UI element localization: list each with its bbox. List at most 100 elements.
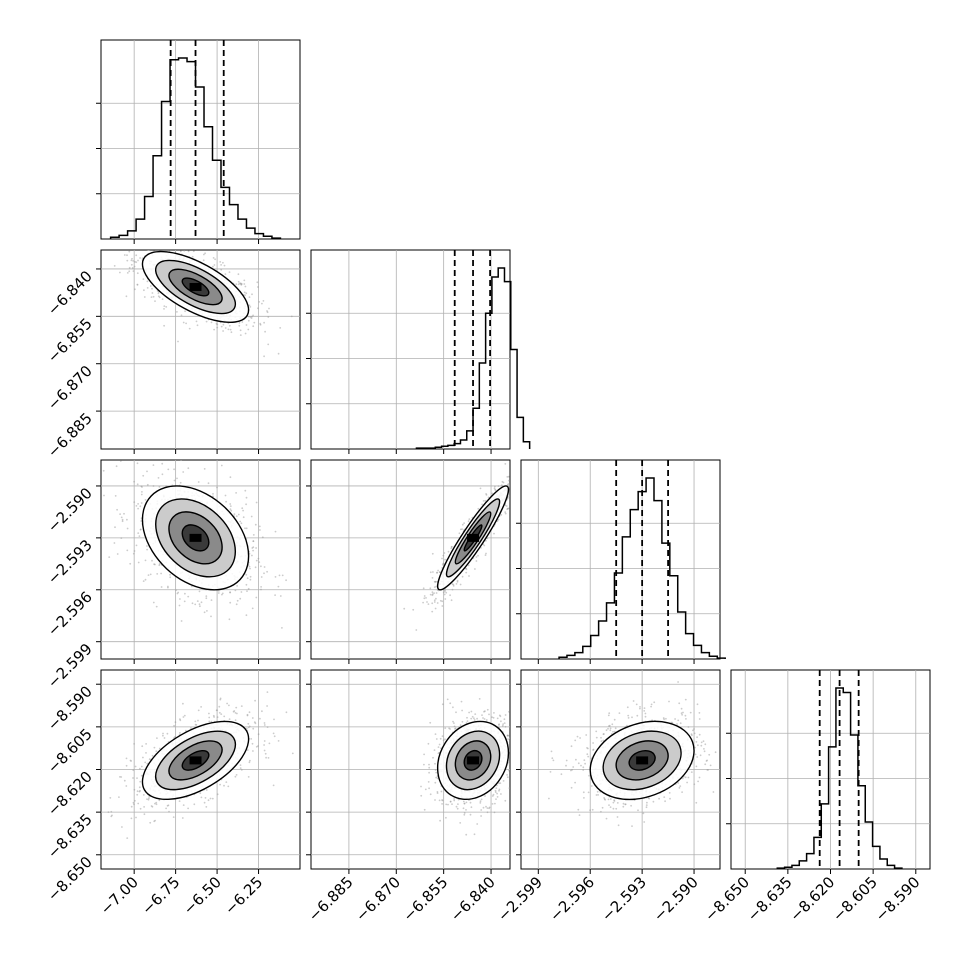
- sample-point: [462, 807, 465, 810]
- sample-point: [281, 574, 284, 577]
- sample-point: [250, 738, 253, 740]
- sample-point: [258, 301, 261, 303]
- sample-point: [168, 810, 170, 813]
- sample-point: [228, 718, 231, 720]
- sample-point: [466, 716, 468, 719]
- sample-point: [248, 304, 251, 307]
- sample-point: [154, 246, 156, 248]
- sample-point: [428, 763, 430, 766]
- scatter-cloud: [403, 463, 517, 631]
- sample-point: [237, 280, 240, 283]
- sample-point: [258, 525, 261, 528]
- sample-point: [147, 250, 150, 251]
- sample-point: [434, 781, 437, 784]
- sample-point: [109, 797, 112, 799]
- sample-point: [133, 501, 136, 503]
- sample-point: [140, 485, 143, 488]
- sample-point: [139, 528, 142, 531]
- sample-point: [234, 719, 237, 722]
- sample-point: [197, 709, 200, 712]
- sample-point: [229, 508, 232, 510]
- sample-point: [474, 713, 477, 715]
- sample-point: [255, 501, 258, 504]
- sample-point: [676, 723, 678, 725]
- sample-point: [680, 707, 683, 710]
- sample-point: [695, 801, 698, 804]
- sample-point: [254, 566, 257, 569]
- scatter-panel-2-0: [96, 459, 301, 664]
- sample-point: [515, 478, 517, 480]
- sample-point: [130, 805, 133, 808]
- sample-point: [263, 744, 265, 746]
- sample-point: [463, 522, 465, 524]
- sample-point: [246, 749, 249, 751]
- sample-point: [252, 549, 255, 552]
- sample-point: [220, 464, 223, 467]
- sample-point: [432, 571, 434, 573]
- sample-point: [496, 717, 499, 720]
- sample-point: [465, 809, 467, 811]
- sample-point: [210, 321, 213, 324]
- sample-point: [206, 610, 208, 612]
- sample-point: [444, 738, 446, 741]
- sample-point: [146, 762, 149, 765]
- sample-point: [200, 796, 203, 799]
- sample-point: [178, 604, 181, 607]
- sample-point: [690, 771, 693, 773]
- sample-point: [230, 509, 233, 512]
- sample-point: [608, 725, 610, 727]
- sample-point: [444, 558, 446, 561]
- sample-point: [148, 243, 150, 245]
- sample-point: [123, 512, 125, 515]
- sample-point: [488, 713, 490, 716]
- sample-point: [126, 837, 129, 839]
- sample-point: [511, 476, 513, 478]
- sample-point: [228, 271, 231, 273]
- sample-point: [183, 600, 186, 603]
- sample-point: [579, 737, 581, 739]
- sample-point: [158, 747, 161, 750]
- sample-point: [169, 573, 171, 576]
- sample-point: [565, 759, 568, 762]
- sample-point: [451, 588, 454, 591]
- sample-point: [469, 813, 472, 816]
- sample-point: [140, 493, 143, 496]
- sample-point: [500, 484, 503, 486]
- sample-point: [247, 315, 250, 318]
- sample-point: [158, 247, 160, 249]
- sample-point: [135, 254, 138, 257]
- sample-point: [136, 790, 139, 793]
- sample-point: [182, 716, 185, 718]
- sample-point: [263, 749, 266, 752]
- sample-point: [504, 463, 507, 465]
- sample-point: [219, 697, 222, 700]
- sample-point: [144, 499, 147, 501]
- sample-point: [216, 486, 218, 489]
- sample-point: [200, 706, 203, 708]
- sample-point: [461, 720, 464, 723]
- sample-point: [259, 323, 262, 326]
- sample-point: [160, 572, 163, 575]
- sample-point: [137, 259, 139, 262]
- sample-point: [230, 331, 233, 334]
- sample-point: [434, 733, 437, 735]
- scatter-cloud: [420, 698, 510, 836]
- sample-point: [240, 284, 243, 286]
- sample-point: [482, 717, 484, 719]
- sample-point: [506, 476, 509, 478]
- sample-point: [103, 494, 105, 497]
- sample-point: [146, 483, 149, 486]
- sample-point: [515, 474, 517, 476]
- sample-point: [113, 265, 116, 267]
- sample-point: [681, 777, 684, 780]
- sample-point: [245, 503, 248, 506]
- sample-point: [473, 717, 475, 720]
- sample-point: [437, 752, 440, 755]
- sample-point: [251, 315, 253, 318]
- sample-point: [174, 721, 177, 723]
- sample-point: [420, 785, 422, 788]
- sample-point: [244, 285, 247, 288]
- sample-point: [130, 817, 133, 820]
- sample-point: [223, 264, 226, 267]
- sample-point: [485, 719, 488, 721]
